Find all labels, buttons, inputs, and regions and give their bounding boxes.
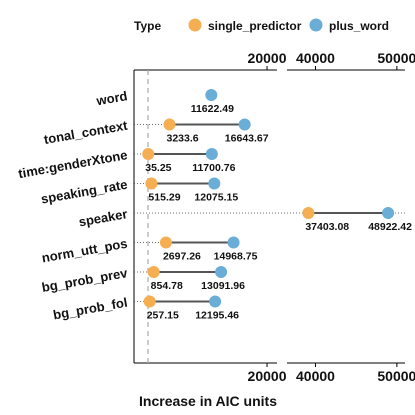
legend-swatch-single-predictor <box>188 18 202 32</box>
value-label-plus-word-speaker: 48922.42 <box>368 221 412 233</box>
y-label-time-genderxtone: time:genderXtone <box>17 147 128 181</box>
point-single-predictor-speaking-rate <box>145 177 158 190</box>
chart-marks: word 11622.49 tonal_context 3233.6 16643.67 t… <box>17 88 412 322</box>
bottom-tick-label-50000: 50000 <box>377 368 415 384</box>
point-plus-word-time-genderxtone <box>205 148 218 160</box>
y-label-norm-utt-pos: norm_utt_pos <box>41 236 129 266</box>
value-label-single-predictor-bg-prob-fol: 257.15 <box>147 310 179 322</box>
point-single-predictor-bg-prob-prev <box>147 266 160 278</box>
legend-label-single-predictor: single_predictor <box>208 19 302 33</box>
point-plus-word-norm-utt-pos <box>227 236 240 249</box>
value-label-plus-word-bg-prob-fol: 12195.46 <box>195 310 239 322</box>
point-plus-word-speaking-rate <box>208 177 221 190</box>
bottom-tick-label-20000: 20000 <box>248 368 287 384</box>
value-label-plus-word-time-genderxtone: 11700.76 <box>192 162 235 174</box>
legend: Type single_predictor plus_word <box>134 18 389 33</box>
point-single-predictor-norm-utt-pos <box>159 236 172 249</box>
point-single-predictor-bg-prob-fol <box>143 295 156 308</box>
value-label-single-predictor-speaker: 37403.08 <box>305 221 349 233</box>
y-label-word: word <box>94 88 128 108</box>
value-label-single-predictor-time-genderxtone: 35.25 <box>145 162 171 174</box>
value-label-plus-word-norm-utt-pos: 14968.75 <box>214 251 258 263</box>
value-label-single-predictor-tonal-context: 3233.6 <box>167 133 199 145</box>
point-single-predictor-time-genderxtone <box>142 148 155 160</box>
point-single-predictor-tonal-context <box>163 118 176 131</box>
value-label-single-predictor-norm-utt-pos: 2697.26 <box>163 251 201 263</box>
value-label-plus-word-speaking-rate: 12075.15 <box>194 192 238 204</box>
point-single-predictor-speaker <box>302 207 315 219</box>
top-tick-label-40000: 40000 <box>296 50 335 66</box>
y-label-tonal-context: tonal_context <box>43 118 129 148</box>
legend-swatch-plus-word <box>309 18 323 32</box>
bottom-tick-label-40000: 40000 <box>296 368 335 384</box>
value-label-plus-word-word: 11622.49 <box>191 103 234 115</box>
axes: 20000 20000 40000 40000 50000 50000 <box>133 50 415 384</box>
x-axis-label: Increase in AIC units <box>139 393 277 409</box>
value-label-single-predictor-bg-prob-prev: 854.78 <box>151 280 183 292</box>
y-label-bg-prob-prev: bg_prob_prev <box>41 265 130 295</box>
y-label-speaker: speaker <box>78 206 129 229</box>
legend-label-plus-word: plus_word <box>329 19 389 33</box>
point-plus-word-word <box>205 89 218 101</box>
y-label-speaking-rate: speaking_rate <box>40 177 129 207</box>
point-plus-word-bg-prob-fol <box>209 295 222 308</box>
point-plus-word-bg-prob-prev <box>215 266 228 278</box>
point-plus-word-tonal-context <box>238 118 251 131</box>
value-label-single-predictor-speaking-rate: 515.29 <box>148 192 180 204</box>
point-plus-word-speaker <box>382 207 395 219</box>
value-label-plus-word-tonal-context: 16643.67 <box>225 133 269 145</box>
top-tick-label-50000: 50000 <box>377 50 415 66</box>
y-label-bg-prob-fol: bg_prob_fol <box>52 295 129 323</box>
value-label-plus-word-bg-prob-prev: 13091.96 <box>201 280 245 292</box>
top-tick-label-20000: 20000 <box>248 50 287 66</box>
legend-title: Type <box>134 19 161 33</box>
